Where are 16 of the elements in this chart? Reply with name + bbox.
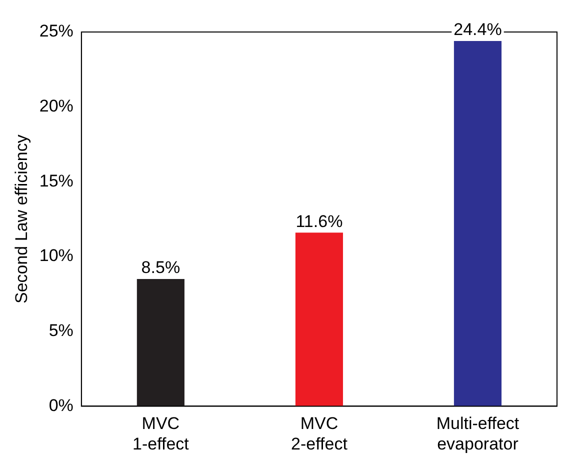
bar [295,232,343,406]
y-tick-label: 10% [39,246,74,266]
y-tick-label: 5% [48,321,74,340]
y-tick-label: 15% [39,171,74,190]
y-axis-title: Second Law efficiency [12,134,31,304]
y-tick-label: 20% [39,96,74,116]
bar [136,278,184,406]
data-label: 8.5% [141,258,180,278]
x-tick-label: MVC 2-effect [291,414,348,454]
x-tick-label: MVC 1-effect [132,414,190,454]
data-label: 24.4% [454,20,502,40]
data-label: 11.6% [296,212,343,231]
bar [454,40,502,406]
x-tick-label: Multi-effect evaporator [436,414,520,454]
y-tick-label: 25% [39,22,74,41]
y-tick-label: 0% [48,396,74,415]
